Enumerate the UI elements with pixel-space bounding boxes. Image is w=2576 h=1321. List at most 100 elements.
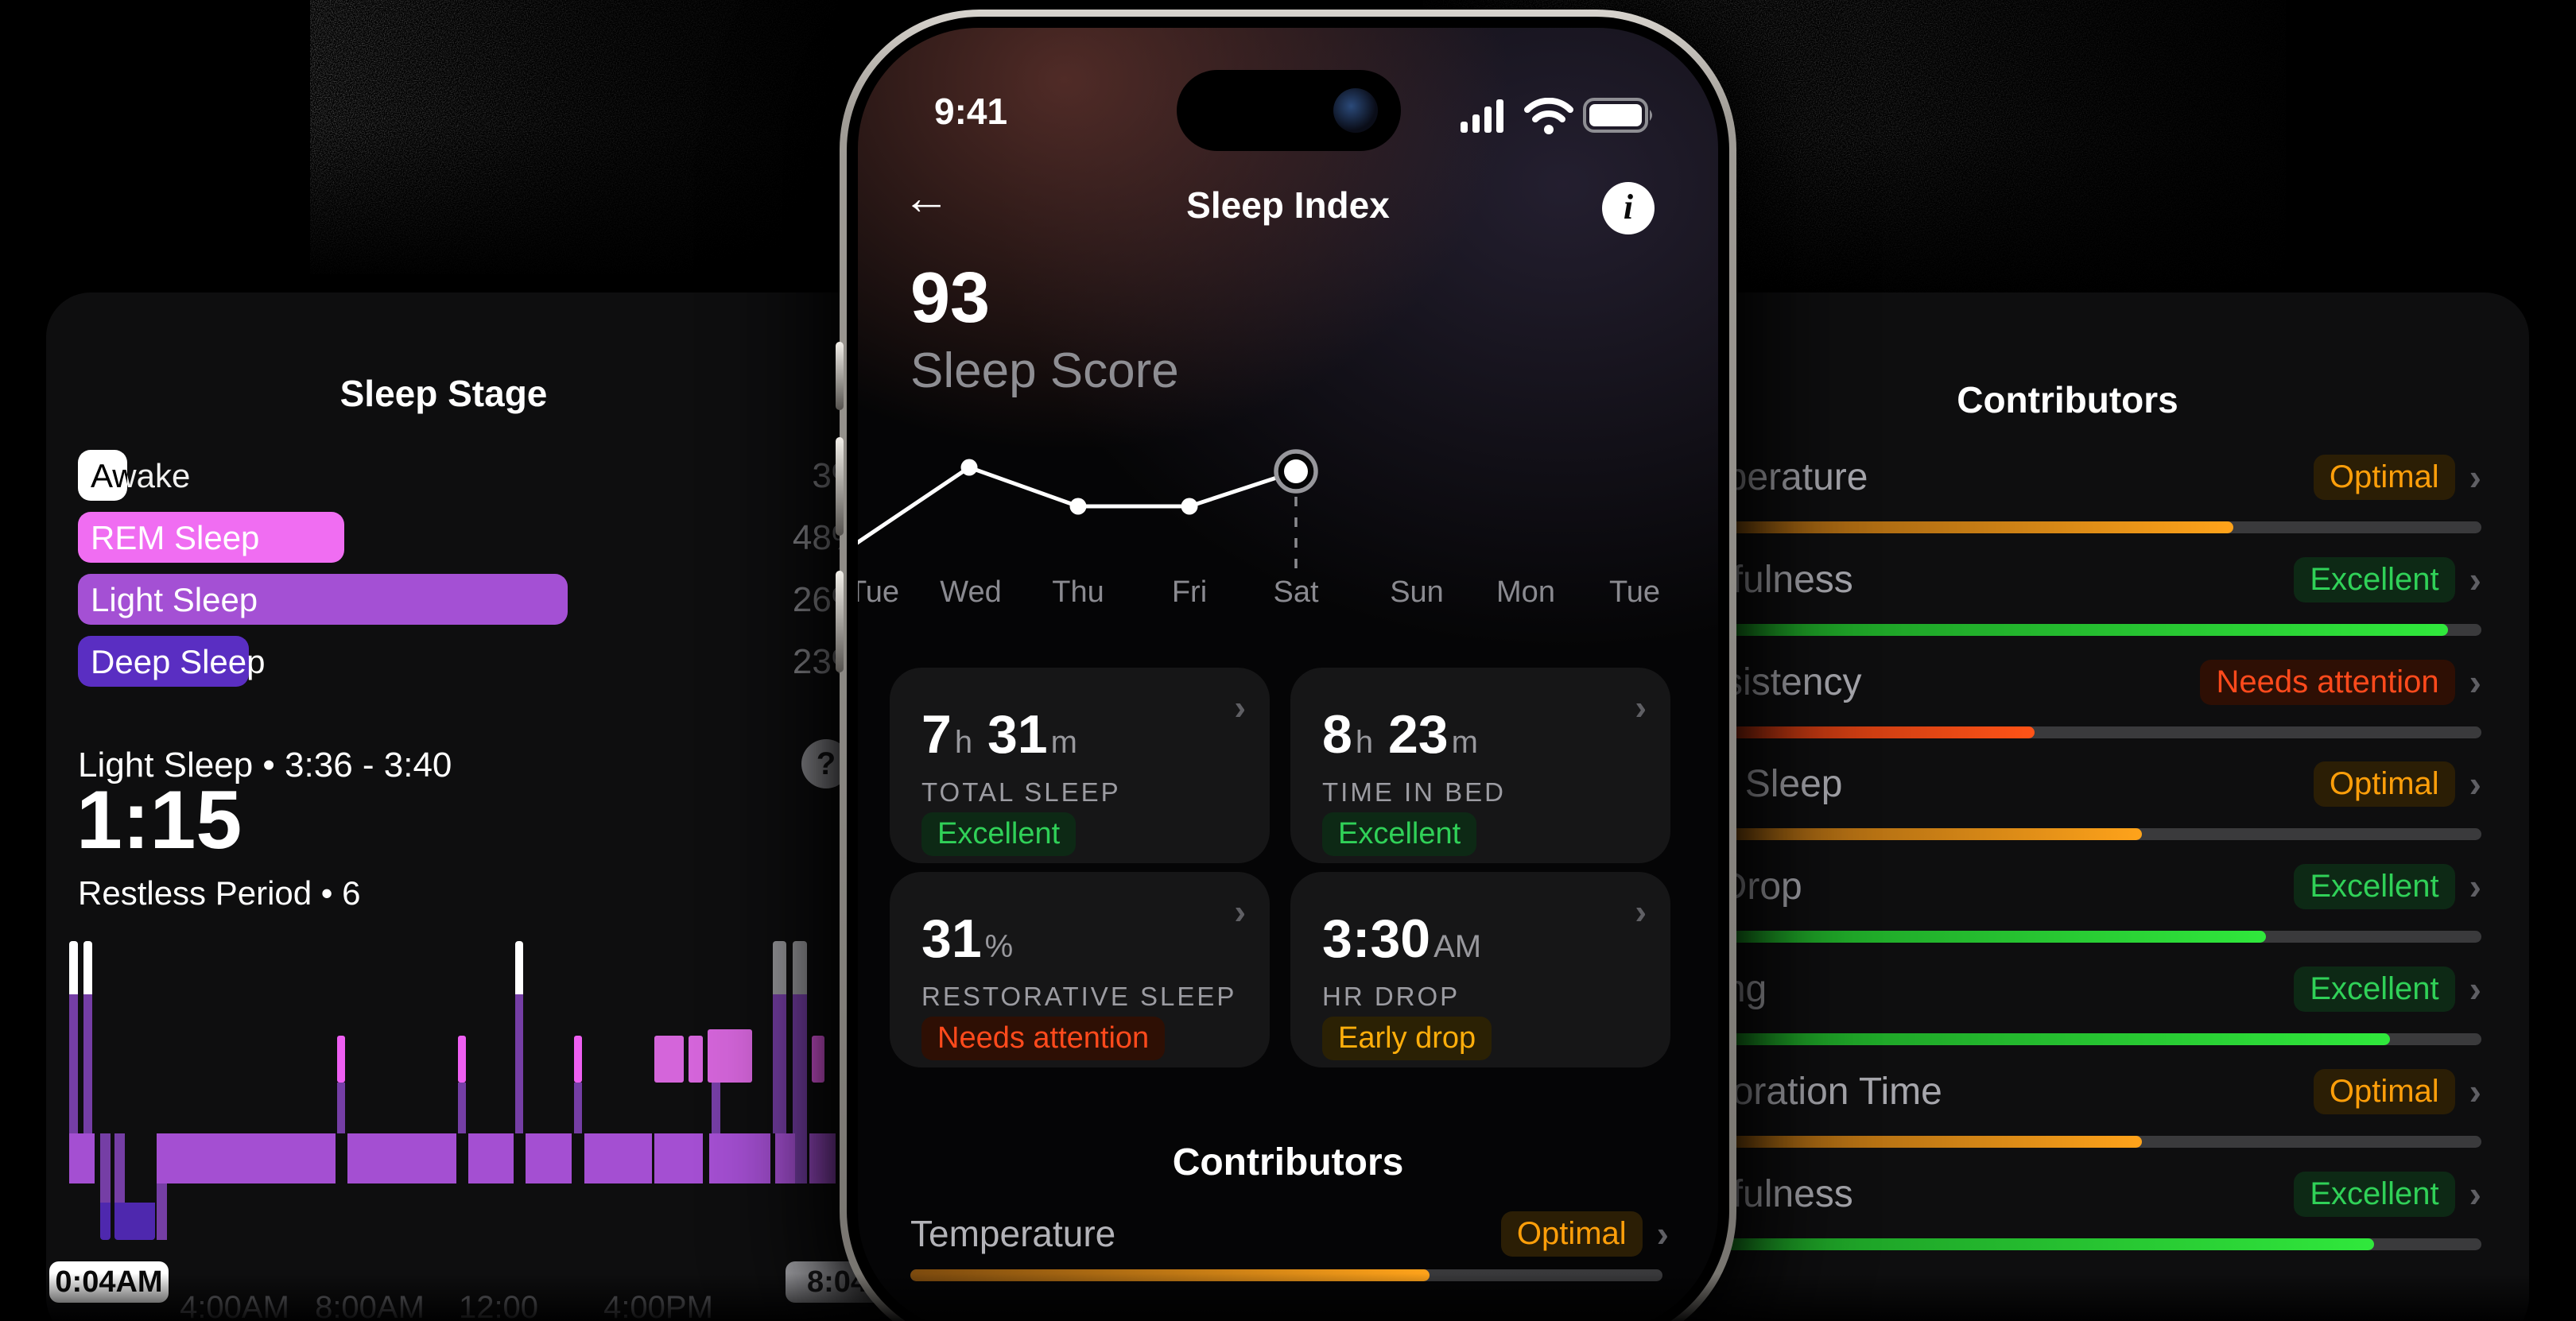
status-badge: Excellent: [1322, 812, 1477, 856]
contributor-progress-bar: [1654, 521, 2481, 533]
hypnogram-segment-light: [467, 1133, 514, 1183]
hypnogram-chart[interactable]: [48, 941, 892, 1256]
status-badge: Needs attention: [2200, 659, 2455, 705]
metric-value: 31%: [921, 908, 1014, 969]
metric-card-time-in-bed[interactable]: › 8 h 23 m TIME IN BED Excellent: [1290, 668, 1670, 863]
sleep-score-week-chart[interactable]: Tue Wed Thu Fri Sat Sun Mon Tue: [858, 378, 1718, 616]
contributor-progress-bar: [1654, 1033, 2481, 1045]
contributor-label: Total Sleep: [1654, 762, 1843, 805]
background-grain-left: [310, 0, 867, 274]
progress-fill: [1654, 726, 2035, 738]
hypnogram-segment-awake: [83, 941, 93, 995]
time-axis-label: 4:00PM: [603, 1290, 713, 1321]
chevron-right-icon: ›: [2469, 968, 2481, 1009]
chevron-right-icon: ›: [2469, 1071, 2481, 1112]
status-badge: Optimal: [2313, 761, 2455, 807]
legend-label: REM Sleep: [91, 519, 260, 556]
metric-card-restorative-sleep[interactable]: › 31% RESTORATIVE SLEEP Needs attention: [890, 872, 1270, 1067]
chevron-right-icon: ›: [2469, 661, 2481, 703]
hypnogram-segment-conn: [711, 1083, 721, 1133]
contributor-progress-bar: [1654, 726, 2481, 738]
metric-value: 3:30 AM: [1322, 908, 1482, 969]
hypnogram-segment-light: [584, 1133, 653, 1183]
wifi-icon: [1524, 98, 1573, 134]
hypnogram-segment-conn: [99, 1133, 111, 1203]
legend-row[interactable]: Light Sleep 26%: [78, 574, 952, 625]
phone-contributors-title: Contributors: [1172, 1141, 1404, 1183]
contributor-label: Restoration Time: [1654, 1070, 1942, 1113]
contributor-row-timing[interactable]: TimingExcellent ›: [1654, 963, 2481, 1059]
contributor-label: HR Drop: [1654, 865, 1802, 908]
restless-period-count: Restless Period • 6: [78, 874, 361, 912]
contributor-line: Total Sleep Optimal ›: [1654, 758, 2481, 809]
sleep-stage-title: Sleep Stage: [339, 373, 548, 414]
iphone-mockup: 9:41 ← Sleep Index: [836, 10, 1736, 1321]
day-label: Mon: [1496, 575, 1555, 609]
contributor-line: Restfulness Excellent ›: [1654, 1168, 2481, 1219]
hypnogram-segment-light: [775, 1133, 795, 1183]
contributor-label: Restfulness: [1654, 558, 1853, 601]
contributor-row-total-sleep[interactable]: Total Sleep Optimal ›: [1654, 758, 2481, 854]
contributor-progress-bar: [1654, 1136, 2481, 1148]
status-badge: Excellent: [2294, 556, 2455, 602]
hypnogram-segment-conn: [792, 994, 807, 1183]
hypnogram-segment-remblock: [654, 1035, 684, 1083]
contributor-line: Restfulness Excellent ›: [1654, 554, 2481, 605]
contributor-row-restfulness[interactable]: Restfulness Excellent ›: [1654, 554, 2481, 649]
dynamic-island: [1177, 70, 1401, 151]
hypnogram-segment-conn: [337, 1083, 345, 1133]
front-camera: [1333, 88, 1378, 133]
hypnogram-segment-rem: [812, 1035, 825, 1083]
hypnogram-segment-conn: [114, 1133, 125, 1203]
legend-percent: 3%: [78, 456, 863, 496]
contributor-row-temperature[interactable]: Temperature Optimal ›: [1654, 451, 2481, 547]
selected-stage-range: Light Sleep • 3:36 - 3:40: [78, 746, 452, 784]
hypnogram-segment-rem: [337, 1035, 345, 1083]
contributor-row-restoration-time[interactable]: Restoration Time Optimal ›: [1654, 1066, 2481, 1161]
legend-swatch: [78, 574, 568, 625]
volume-up-button: [836, 437, 844, 536]
hypnogram-segment-conn: [773, 994, 787, 1133]
chevron-right-icon: ›: [2469, 763, 2481, 804]
contributor-line: HR Drop Excellent ›: [1654, 861, 2481, 912]
legend-row[interactable]: REM Sleep 48%: [78, 512, 952, 563]
status-badge: Excellent: [2294, 1171, 2455, 1217]
legend-row[interactable]: Awake3%: [78, 450, 952, 501]
cellular-signal-icon: [1461, 99, 1503, 133]
contributor-progress-bar: [1654, 828, 2481, 840]
progress-fill: [1654, 521, 2233, 533]
sleep-score-label: Sleep Score: [910, 343, 1179, 398]
chevron-right-icon: ›: [1234, 893, 1246, 932]
contributor-line: Consistency Needs attention ›: [1654, 657, 2481, 707]
day-label: Fri: [1172, 575, 1207, 609]
progress-fill: [1654, 1033, 2391, 1045]
hypnogram-segment-light: [708, 1133, 771, 1183]
legend-row[interactable]: Deep Sleep 23%: [78, 636, 952, 687]
day-label: Tue: [858, 575, 899, 609]
back-button[interactable]: ←: [902, 171, 950, 224]
hypnogram-segment-light: [156, 1133, 336, 1183]
metric-card-hr-drop[interactable]: › 3:30 AM HR DROP Early drop: [1290, 872, 1670, 1067]
hypnogram-segment-conn: [83, 994, 93, 1183]
contributor-progress-bar: [1654, 931, 2481, 943]
day-label: Wed: [940, 575, 1001, 609]
metric-badge-wrap: Excellent: [921, 812, 1077, 856]
contributor-row-hr-drop[interactable]: HR Drop Excellent ›: [1654, 861, 2481, 956]
hypnogram-segment-conn: [515, 994, 523, 1133]
action-button: [836, 342, 844, 410]
legend-percent: 23%: [792, 642, 863, 681]
info-button[interactable]: i: [1602, 182, 1655, 234]
progress-fill: [1654, 1238, 2374, 1250]
legend-percent: 26%: [792, 580, 863, 619]
contributor-row-restfulness[interactable]: Restfulness Excellent ›: [1654, 1168, 2481, 1264]
contributor-row-consistency[interactable]: Consistency Needs attention ›: [1654, 657, 2481, 752]
hypnogram-segment-rem: [458, 1035, 466, 1083]
metric-card-total-sleep[interactable]: › 7 h 31 m TOTAL SLEEP Excellent: [890, 668, 1270, 863]
legend-swatch: [78, 512, 344, 563]
contributor-progress-bar: [1654, 624, 2481, 636]
selected-point: [1284, 459, 1308, 483]
contributor-row-temperature[interactable]: Temperature Optimal ›: [910, 1207, 1669, 1260]
